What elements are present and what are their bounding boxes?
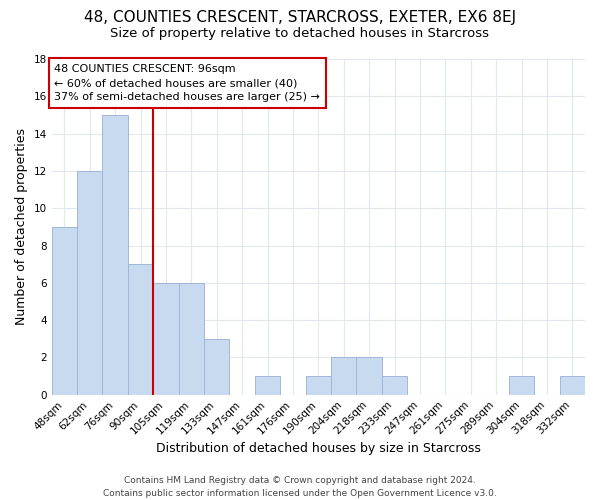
Text: Size of property relative to detached houses in Starcross: Size of property relative to detached ho… (110, 28, 490, 40)
Text: 48, COUNTIES CRESCENT, STARCROSS, EXETER, EX6 8EJ: 48, COUNTIES CRESCENT, STARCROSS, EXETER… (84, 10, 516, 25)
Text: Contains HM Land Registry data © Crown copyright and database right 2024.
Contai: Contains HM Land Registry data © Crown c… (103, 476, 497, 498)
Text: 48 COUNTIES CRESCENT: 96sqm
← 60% of detached houses are smaller (40)
37% of sem: 48 COUNTIES CRESCENT: 96sqm ← 60% of det… (55, 64, 320, 102)
Bar (204, 339, 229, 394)
Bar (331, 358, 356, 395)
Bar (153, 283, 179, 395)
Bar (179, 283, 204, 395)
Bar (382, 376, 407, 394)
Y-axis label: Number of detached properties: Number of detached properties (15, 128, 28, 326)
X-axis label: Distribution of detached houses by size in Starcross: Distribution of detached houses by size … (156, 442, 481, 455)
Bar (356, 358, 382, 395)
Bar (77, 171, 103, 394)
Bar (52, 227, 77, 394)
Bar (509, 376, 534, 394)
Bar (255, 376, 280, 394)
Bar (560, 376, 585, 394)
Bar (128, 264, 153, 394)
Bar (305, 376, 331, 394)
Bar (103, 115, 128, 394)
